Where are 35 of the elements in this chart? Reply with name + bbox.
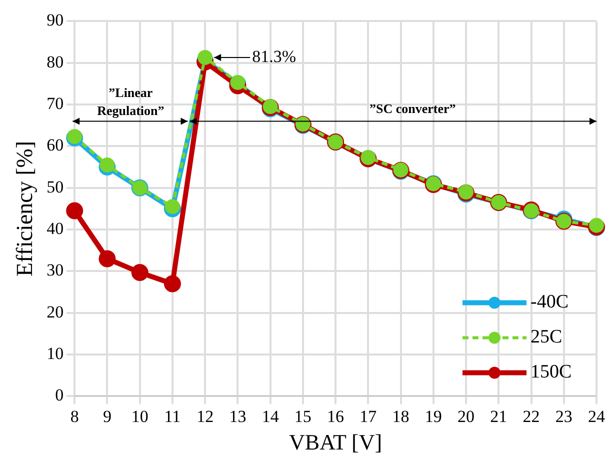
x-tick-label: 21 [490,406,508,426]
legend-label: -40C [530,292,568,313]
annotation: ”SC converter” [369,101,456,116]
x-tick-label: 14 [262,406,280,426]
y-axis-title: Efficiency [%] [12,140,37,276]
x-tick-label: 9 [102,406,112,426]
legend-label: 150C [530,362,572,383]
x-tick-label: 12 [196,406,214,426]
x-tick-label: 20 [458,406,475,426]
x-tick-label: 24 [588,406,606,426]
x-tick-label: 17 [360,406,378,426]
y-tick-label: 0 [55,386,64,405]
y-tick-label: 30 [46,260,64,280]
y-tick-label: 80 [46,52,64,72]
x-tick-label: 13 [229,406,246,426]
x-tick-label: 23 [555,406,572,426]
x-tick-label: 22 [522,406,540,426]
y-tick-label: 10 [46,344,64,363]
legend-label: 25C [530,326,562,348]
annotation: ”Linear Regulation” [97,85,164,118]
y-tick-label: 60 [46,136,64,155]
y-tick-label: 20 [46,302,64,322]
x-tick-label: 19 [424,406,442,426]
y-tick-label: 90 [46,10,64,30]
x-axis-title: VBAT [V] [289,430,382,455]
x-tick-label: 15 [294,406,312,426]
y-tick-label: 50 [46,177,64,196]
y-tick-label: 70 [46,94,64,113]
x-tick-label: 18 [392,406,410,426]
x-tick-label: 16 [327,406,344,426]
annotation: 81.3% [252,46,296,66]
x-tick-label: 10 [131,406,148,426]
x-tick-label: 11 [164,406,181,426]
y-tick-label: 40 [46,219,64,238]
x-tick-label: 8 [70,406,79,426]
